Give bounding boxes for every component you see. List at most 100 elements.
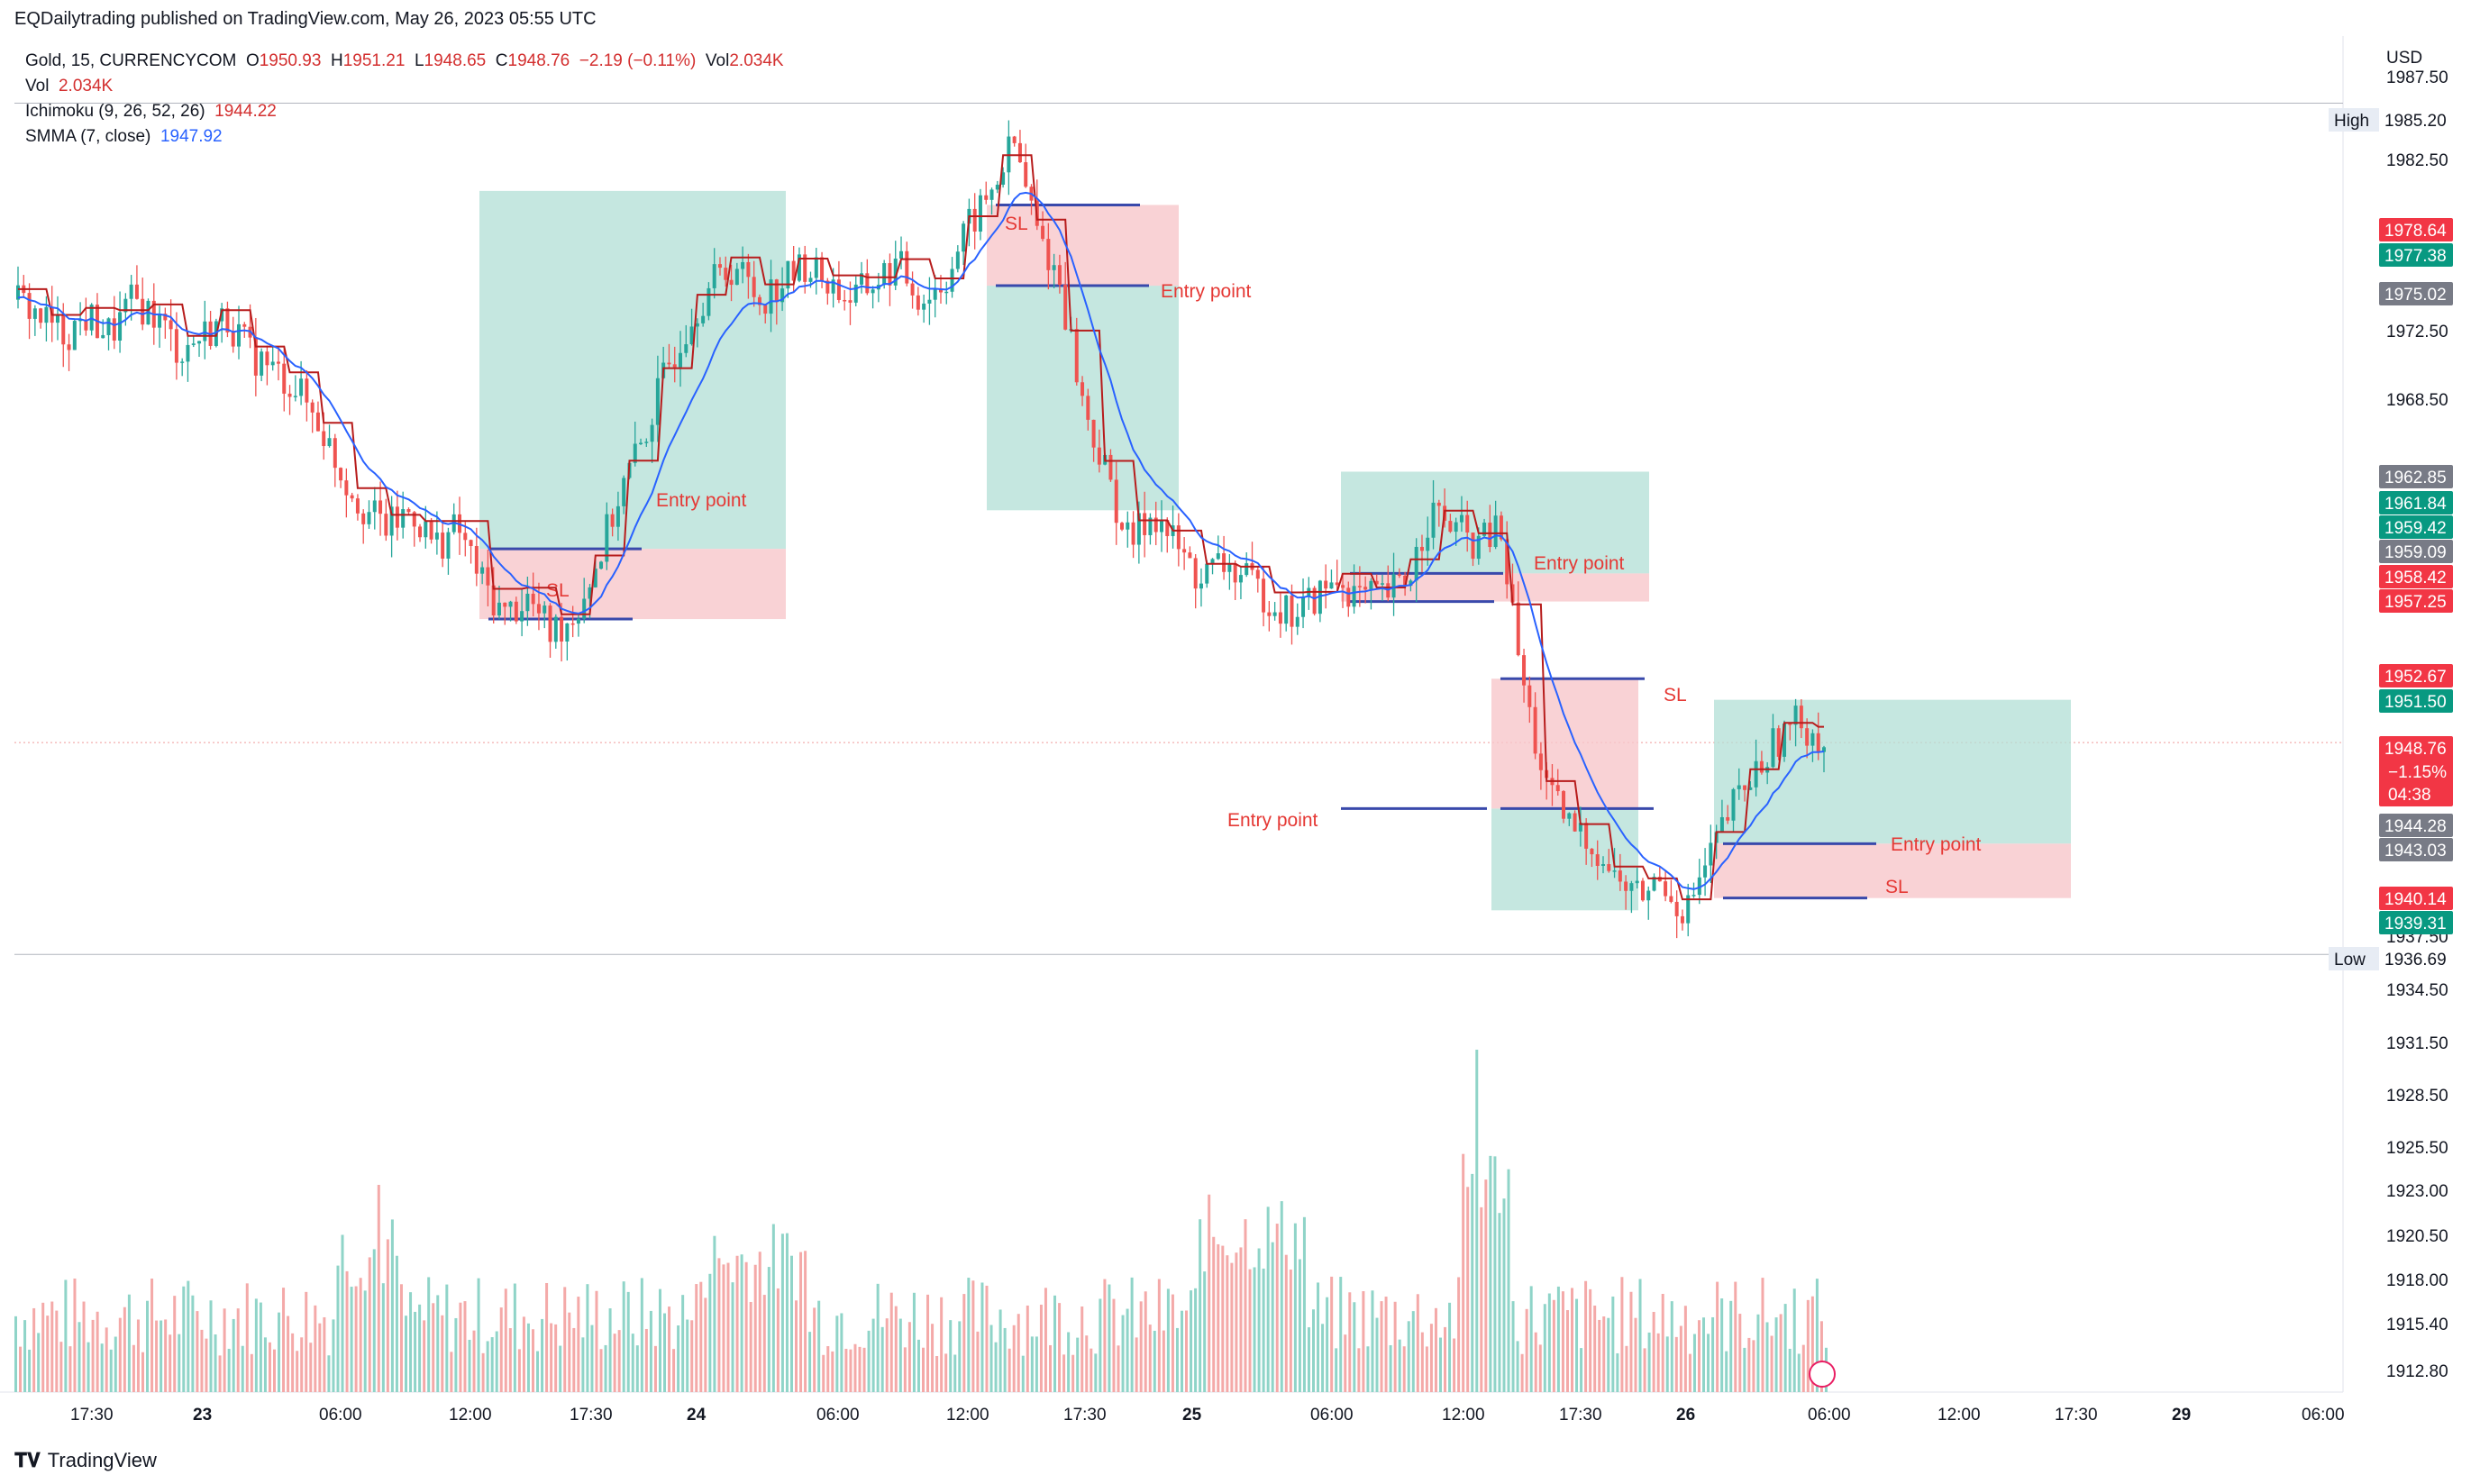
volume-bar xyxy=(223,1308,226,1392)
candle-body xyxy=(474,546,479,574)
volume-bar xyxy=(1026,1305,1029,1392)
candle-body xyxy=(655,378,660,425)
candle-body xyxy=(962,223,966,252)
legend-ichimoku-row[interactable]: Ichimoku (9, 26, 52, 26) 1944.22 xyxy=(25,99,784,124)
candle-body xyxy=(1436,502,1441,506)
volume-bar xyxy=(127,1294,131,1392)
price-badge-gray: 1944.28 xyxy=(2379,814,2453,837)
volume-bar xyxy=(1819,1321,1823,1392)
candle-body xyxy=(1227,563,1232,572)
candle-body xyxy=(888,263,892,286)
legend-symbol-row[interactable]: Gold, 15, CURRENCYCOM O1950.93 H1951.21 … xyxy=(25,49,784,74)
volume-bar xyxy=(100,1343,104,1392)
candle-body xyxy=(1816,733,1820,752)
volume-bar xyxy=(1253,1267,1256,1392)
volume-bar xyxy=(423,1320,426,1392)
price-badge-bg xyxy=(2379,465,2453,488)
tradingview-logo[interactable]: 𝐓𝐕 TradingView xyxy=(14,1449,157,1472)
candle-body xyxy=(1793,706,1798,725)
candle-body xyxy=(367,512,371,524)
time-tick-label: 06:00 xyxy=(1808,1406,1851,1425)
volume-bar xyxy=(1039,1304,1043,1392)
volume-bar xyxy=(254,1298,258,1392)
volume-bar xyxy=(490,1337,494,1392)
volume-bar xyxy=(1797,1353,1801,1392)
volume-bar xyxy=(1312,1309,1316,1392)
volume-bar xyxy=(73,1278,77,1392)
volume-bar xyxy=(1511,1301,1515,1392)
volume-bar xyxy=(32,1307,36,1392)
candle-body xyxy=(429,521,433,540)
candle-body xyxy=(299,378,304,396)
price-badge-value: 1961.84 xyxy=(2384,495,2447,514)
volume-bar xyxy=(1348,1292,1352,1392)
volume-bar xyxy=(323,1316,326,1392)
volume-bar xyxy=(463,1301,467,1392)
candle-body xyxy=(1012,136,1017,143)
candle-body xyxy=(1238,575,1243,583)
candle-body xyxy=(1776,728,1781,757)
volume-bar xyxy=(1266,1206,1270,1392)
legend-high: 1951.21 xyxy=(342,51,406,70)
candle-body xyxy=(1324,580,1328,589)
volume-bar xyxy=(1756,1314,1760,1392)
volume-bar xyxy=(132,1344,135,1392)
volume-bar xyxy=(577,1297,580,1392)
candle-body xyxy=(553,616,558,642)
volume-bar xyxy=(785,1233,789,1392)
volume-bar xyxy=(898,1318,902,1392)
price-tick-label: 1968.50 xyxy=(2386,391,2448,410)
volume-bar xyxy=(146,1300,150,1392)
volume-bar xyxy=(263,1337,267,1392)
volume-bar xyxy=(96,1311,99,1392)
candle-body xyxy=(843,299,847,302)
volume-bar xyxy=(46,1316,50,1392)
legend-symbol: Gold, 15, CURRENCYCOM xyxy=(25,51,237,70)
volume-bar xyxy=(1598,1319,1601,1392)
candle-body xyxy=(1567,813,1572,819)
volume-bar xyxy=(432,1303,435,1392)
volume-bar xyxy=(622,1281,625,1392)
volume-bar xyxy=(840,1313,843,1392)
candle-body xyxy=(1709,842,1713,866)
time-tick-label: 12:00 xyxy=(1938,1406,1981,1425)
candle-body xyxy=(746,261,751,278)
candle-body xyxy=(1267,612,1272,616)
volume-bar xyxy=(1235,1252,1238,1392)
price-badge-bg xyxy=(2379,947,2453,970)
price-tick-label: 1925.50 xyxy=(2386,1139,2448,1158)
ichimoku-kijun-line xyxy=(18,154,1824,901)
volume-bar xyxy=(164,1319,168,1392)
candle-body xyxy=(1262,578,1266,613)
price-badge-value: 1957.25 xyxy=(2384,593,2447,612)
candle-body xyxy=(1805,728,1810,746)
volume-bar xyxy=(508,1328,512,1392)
candle-body xyxy=(1600,864,1605,867)
candle-body xyxy=(1374,580,1379,585)
volume-bar xyxy=(581,1337,585,1392)
volume-bar xyxy=(309,1343,313,1392)
volume-bar xyxy=(1384,1297,1388,1392)
candle-body xyxy=(724,268,728,280)
price-tick-label: 1987.50 xyxy=(2386,68,2448,87)
price-badge-bg xyxy=(2379,887,2453,910)
volume-bar xyxy=(526,1323,530,1392)
candle-body xyxy=(899,250,904,259)
candle-body xyxy=(327,438,332,447)
volume-bar xyxy=(672,1349,676,1392)
stop-zone-long-3 xyxy=(1714,843,2071,898)
candle-body xyxy=(174,329,178,363)
volume-bar xyxy=(1556,1286,1560,1392)
volume-bar xyxy=(499,1307,503,1392)
volume-bar xyxy=(559,1345,562,1392)
volume-bar xyxy=(1321,1324,1325,1392)
volume-bar xyxy=(1674,1336,1678,1392)
legend-smma-row[interactable]: SMMA (7, close) 1947.92 xyxy=(25,124,784,150)
volume-bar xyxy=(441,1315,444,1392)
price-badge-gray: 1959.09 xyxy=(2379,540,2453,563)
candle-body xyxy=(1165,520,1170,536)
candle-body xyxy=(1369,580,1373,590)
legend-volume-row[interactable]: Vol 2.034K xyxy=(25,74,784,99)
volume-bar xyxy=(831,1351,834,1392)
